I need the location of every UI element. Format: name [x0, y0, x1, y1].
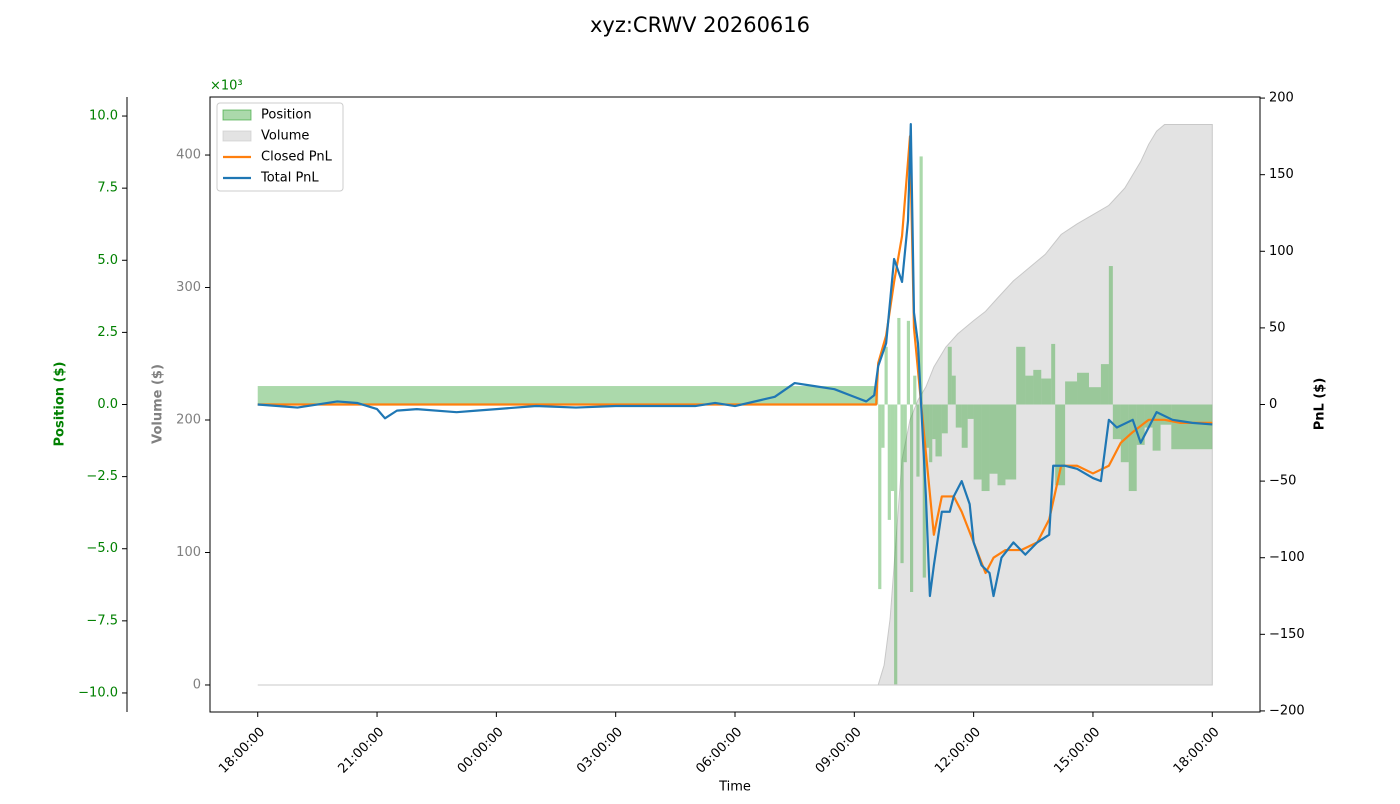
position-step — [878, 404, 882, 590]
position-step — [890, 404, 895, 492]
x-tick-label: 03:00:00 — [574, 725, 626, 777]
position-step — [947, 346, 952, 405]
y3-tick-label: −5.0 — [86, 541, 118, 556]
position-step — [925, 404, 930, 448]
pnl-line — [257, 123, 1213, 598]
legend-label: Total PnL — [260, 171, 319, 186]
position-step — [932, 404, 936, 440]
position-step — [929, 404, 933, 463]
position-step — [1041, 378, 1052, 405]
x-tick-label: 18:00:00 — [1171, 725, 1223, 777]
y2-tick-label: −200 — [1269, 703, 1305, 718]
position-step — [1077, 372, 1089, 405]
y-tick-label: 0 — [193, 677, 201, 692]
position-step — [1152, 404, 1161, 451]
position-step — [906, 320, 910, 405]
position-step — [955, 404, 962, 428]
position-step — [973, 404, 982, 480]
position-step — [1025, 375, 1034, 405]
y-tick-label: 100 — [176, 545, 201, 560]
y2-tick-label: −100 — [1269, 550, 1305, 565]
position-step — [919, 156, 923, 405]
position-step — [1005, 404, 1017, 480]
position-step — [1100, 364, 1109, 405]
y2-tick-label: 50 — [1269, 320, 1286, 335]
position-step — [894, 404, 898, 685]
position-step — [1065, 381, 1078, 405]
chart-title: xyz:CRWV 20260616 — [590, 13, 810, 37]
x-tick-label: 06:00:00 — [693, 725, 745, 777]
position-step — [989, 404, 998, 474]
y3-tick-label: 0.0 — [97, 397, 118, 412]
y-tick-label: 200 — [176, 413, 201, 428]
x-tick-label: 00:00:00 — [455, 725, 507, 777]
y3-tick-label: −7.5 — [86, 613, 118, 628]
y2-tick-label: −50 — [1269, 474, 1296, 489]
position-step — [997, 404, 1006, 486]
position-step — [1120, 404, 1129, 463]
y2-tick-label: −150 — [1269, 627, 1305, 642]
position-step — [910, 404, 914, 592]
position-step — [1144, 404, 1153, 428]
y3-tick-label: 5.0 — [97, 253, 118, 268]
y-tick-label: 300 — [176, 280, 201, 295]
y3-axis-label: Position ($) — [53, 362, 68, 447]
pnl-line — [257, 135, 1213, 575]
legend-label: Closed PnL — [261, 150, 333, 165]
legend-swatch — [222, 109, 252, 121]
position-step — [967, 404, 974, 419]
y2-axis-label: PnL ($) — [1313, 378, 1328, 431]
position-step — [1088, 387, 1101, 405]
y3-tick-label: −2.5 — [86, 469, 118, 484]
plot-area — [257, 123, 1213, 686]
legend: Position Volume Closed PnL Total PnL — [216, 102, 344, 192]
legend-label: Position — [261, 108, 312, 123]
y2-tick-label: 100 — [1269, 244, 1294, 259]
x-tick-label: 09:00:00 — [813, 725, 865, 777]
y-tick-label: 400 — [176, 148, 201, 163]
y3-tick-label: −10.0 — [78, 685, 118, 700]
position-step — [981, 404, 990, 492]
x-axis-label: Time — [718, 780, 751, 795]
position-step — [1112, 404, 1121, 440]
position-step — [884, 346, 888, 405]
y3-tick-label: 10.0 — [89, 109, 118, 124]
x-tick-label: 21:00:00 — [335, 725, 387, 777]
position-step — [1016, 346, 1026, 405]
position-step — [1051, 343, 1056, 405]
position-step — [1108, 266, 1113, 405]
position-step — [903, 404, 907, 463]
position-step — [935, 404, 942, 457]
y3-tick-label: 2.5 — [97, 325, 118, 340]
x-tick-label: 12:00:00 — [932, 725, 984, 777]
position-step — [1128, 404, 1137, 492]
position-step — [881, 404, 885, 448]
position-step — [1160, 404, 1172, 425]
position-step — [257, 386, 879, 405]
x-tick-label: 15:00:00 — [1051, 725, 1103, 777]
legend-swatch — [222, 130, 252, 142]
legend-frame — [216, 102, 344, 192]
position-step — [961, 404, 968, 448]
position-step — [922, 404, 926, 578]
position-step — [941, 404, 948, 434]
position-step — [913, 375, 917, 405]
legend-label: Volume — [261, 129, 309, 144]
x-tick-label: 18:00:00 — [216, 725, 268, 777]
position-step — [1033, 369, 1042, 405]
position-step — [951, 375, 956, 405]
y2-tick-label: 200 — [1269, 91, 1294, 106]
position-step — [900, 404, 904, 564]
y2-tick-label: 0 — [1269, 397, 1277, 412]
position-step — [1055, 404, 1066, 486]
position-step — [887, 404, 891, 520]
position-step — [1171, 404, 1213, 450]
position-step — [897, 317, 901, 405]
y3-tick-label: 7.5 — [97, 181, 118, 196]
y-axis-label: Volume ($) — [151, 364, 166, 444]
y3-offset-label: ×10³ — [210, 79, 243, 94]
y2-tick-label: 150 — [1269, 167, 1294, 182]
position-step — [916, 404, 920, 477]
